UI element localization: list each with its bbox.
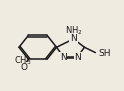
Text: NH$_2$: NH$_2$: [65, 24, 83, 37]
Text: CH$_3$: CH$_3$: [14, 54, 32, 67]
Text: N: N: [74, 53, 81, 62]
Text: O: O: [20, 63, 27, 72]
Text: SH: SH: [98, 49, 111, 58]
Text: N: N: [70, 34, 77, 43]
Text: N: N: [60, 53, 67, 62]
